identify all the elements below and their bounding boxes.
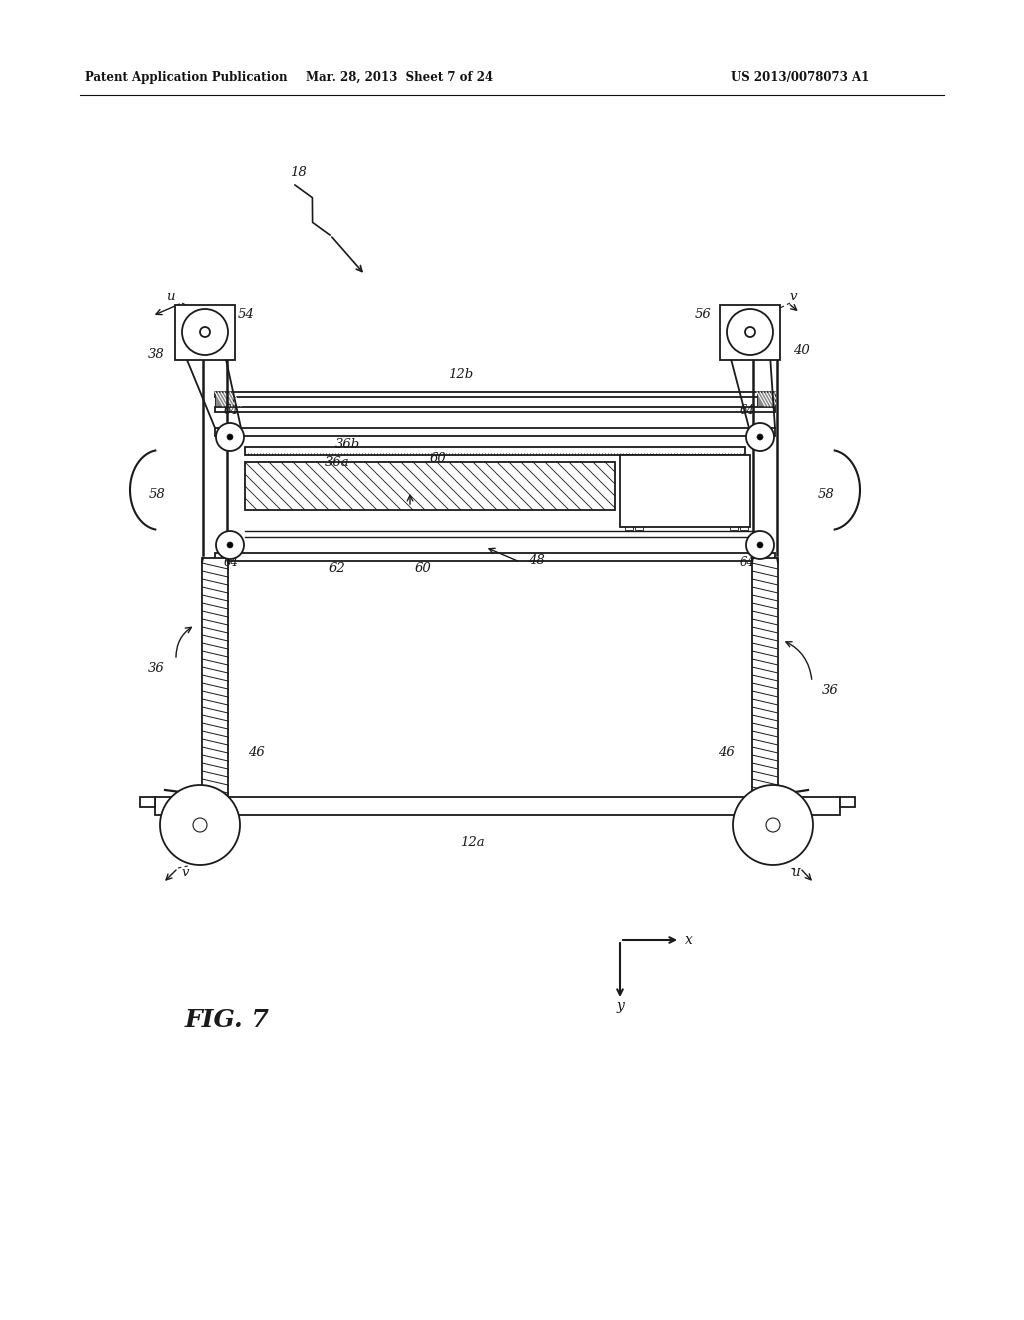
Bar — [140, 797, 155, 807]
Circle shape — [766, 818, 780, 832]
Text: 64: 64 — [740, 557, 755, 569]
Circle shape — [182, 309, 228, 355]
Text: 36: 36 — [822, 684, 839, 697]
Text: 50: 50 — [675, 484, 694, 498]
Text: 58: 58 — [148, 488, 165, 502]
Text: 38: 38 — [148, 348, 165, 362]
Bar — [215, 392, 233, 407]
Text: 62: 62 — [329, 561, 345, 574]
Bar — [215, 392, 775, 397]
Bar — [215, 392, 233, 407]
Text: 64: 64 — [224, 404, 239, 417]
Circle shape — [193, 818, 207, 832]
Bar — [620, 455, 750, 527]
Bar — [757, 392, 775, 407]
Text: 58: 58 — [818, 488, 835, 502]
Text: 44: 44 — [765, 829, 781, 842]
Bar — [757, 392, 775, 407]
Text: 42: 42 — [202, 829, 218, 842]
Circle shape — [757, 543, 763, 548]
Text: 18: 18 — [290, 166, 307, 180]
Bar — [840, 797, 855, 807]
Text: Mar. 28, 2013  Sheet 7 of 24: Mar. 28, 2013 Sheet 7 of 24 — [306, 70, 494, 83]
Bar — [752, 558, 778, 795]
Bar — [635, 525, 643, 531]
Bar — [215, 553, 775, 561]
Bar — [245, 462, 615, 510]
Text: 12a: 12a — [460, 836, 484, 849]
Text: y: y — [616, 999, 624, 1012]
Text: 60: 60 — [430, 451, 446, 465]
Bar — [202, 558, 228, 795]
Bar — [245, 447, 745, 455]
Text: 48: 48 — [528, 553, 545, 566]
Text: 60: 60 — [415, 561, 432, 574]
Bar — [215, 428, 775, 436]
Circle shape — [727, 309, 773, 355]
Text: v: v — [181, 866, 188, 879]
Circle shape — [227, 543, 233, 548]
Circle shape — [216, 422, 244, 451]
Bar — [730, 525, 738, 531]
Text: 64: 64 — [224, 557, 239, 569]
Text: 12b: 12b — [449, 367, 473, 380]
Bar — [215, 392, 233, 407]
Bar — [757, 392, 775, 407]
Text: 36: 36 — [148, 661, 165, 675]
Text: US 2013/0078073 A1: US 2013/0078073 A1 — [731, 70, 869, 83]
Bar — [740, 525, 748, 531]
Circle shape — [746, 531, 774, 558]
Text: 46: 46 — [248, 746, 265, 759]
Text: 64: 64 — [740, 404, 755, 417]
Text: 40: 40 — [793, 343, 810, 356]
Bar — [720, 305, 780, 360]
Circle shape — [733, 785, 813, 865]
Bar — [757, 392, 775, 407]
Text: 54: 54 — [238, 309, 255, 322]
Circle shape — [160, 785, 240, 865]
Text: FIG. 7: FIG. 7 — [185, 1008, 270, 1032]
Text: 36b: 36b — [335, 437, 360, 450]
Bar — [175, 305, 234, 360]
Text: x: x — [685, 933, 693, 946]
Circle shape — [200, 327, 210, 337]
Bar — [155, 797, 840, 814]
Bar — [215, 407, 775, 412]
Bar — [757, 392, 775, 407]
Text: v: v — [790, 290, 798, 304]
Bar — [215, 392, 233, 407]
Text: Patent Application Publication: Patent Application Publication — [85, 70, 288, 83]
Text: u: u — [167, 290, 175, 304]
Circle shape — [757, 434, 763, 440]
Circle shape — [745, 327, 755, 337]
Text: 46: 46 — [718, 746, 735, 759]
Text: u: u — [791, 866, 800, 879]
Text: 36a: 36a — [325, 455, 349, 469]
Circle shape — [227, 434, 233, 440]
Bar — [625, 525, 633, 531]
Bar — [215, 392, 233, 407]
Circle shape — [216, 531, 244, 558]
Circle shape — [746, 422, 774, 451]
Text: 56: 56 — [695, 309, 712, 322]
